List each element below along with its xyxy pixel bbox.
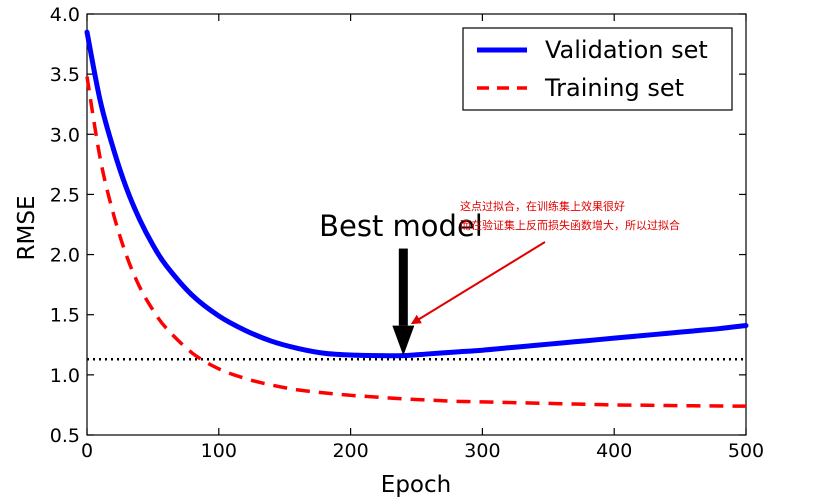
y-tick-label: 2.5: [50, 184, 80, 206]
y-tick-label: 4.0: [50, 4, 80, 26]
legend-box: [462, 27, 733, 111]
legend-label-training: Training set: [544, 74, 684, 102]
x-tick-label: 200: [332, 440, 368, 462]
x-tick-label: 100: [201, 440, 237, 462]
x-tick-label: 0: [81, 440, 93, 462]
x-tick-label: 300: [464, 440, 500, 462]
note-arrow: [410, 241, 546, 325]
note-line-1: 这点过拟合，在训练集上效果很好: [460, 199, 625, 213]
legend-label-validation: Validation set: [545, 36, 708, 64]
validation-set-line: [84, 29, 749, 359]
x-axis-label: Epoch: [381, 472, 451, 498]
best-model-annotation: Best model: [319, 209, 483, 356]
y-tick-label: 0.5: [50, 425, 80, 447]
y-axis-label: RMSE: [14, 196, 40, 261]
x-tick-label: 500: [728, 440, 764, 462]
y-tick-label: 1.0: [50, 365, 80, 387]
overfitting-note: 这点过拟合，在训练集上效果很好 而在验证集上反而损失函数增大，所以过拟合: [410, 199, 680, 325]
best-model-arrow-head: [392, 325, 415, 356]
best-model-label: Best model: [319, 209, 483, 243]
y-tick-label: 2.0: [50, 245, 80, 267]
y-tick-label: 1.5: [50, 305, 80, 327]
x-axis-ticks: 0 100 200 300 400 500: [81, 14, 764, 462]
y-tick-label: 3.0: [50, 124, 80, 146]
training-set-line: [85, 76, 747, 408]
y-tick-label: 3.5: [50, 64, 80, 86]
best-model-arrow-shaft: [398, 248, 408, 326]
y-axis-ticks: 0.5 1.0 1.5 2.0 2.5 3.0 3.5 4.0: [50, 4, 746, 447]
legend: Validation set Training set: [462, 27, 733, 111]
x-tick-label: 400: [596, 440, 632, 462]
note-line-2: 而在验证集上反而损失函数增大，所以过拟合: [460, 218, 680, 232]
